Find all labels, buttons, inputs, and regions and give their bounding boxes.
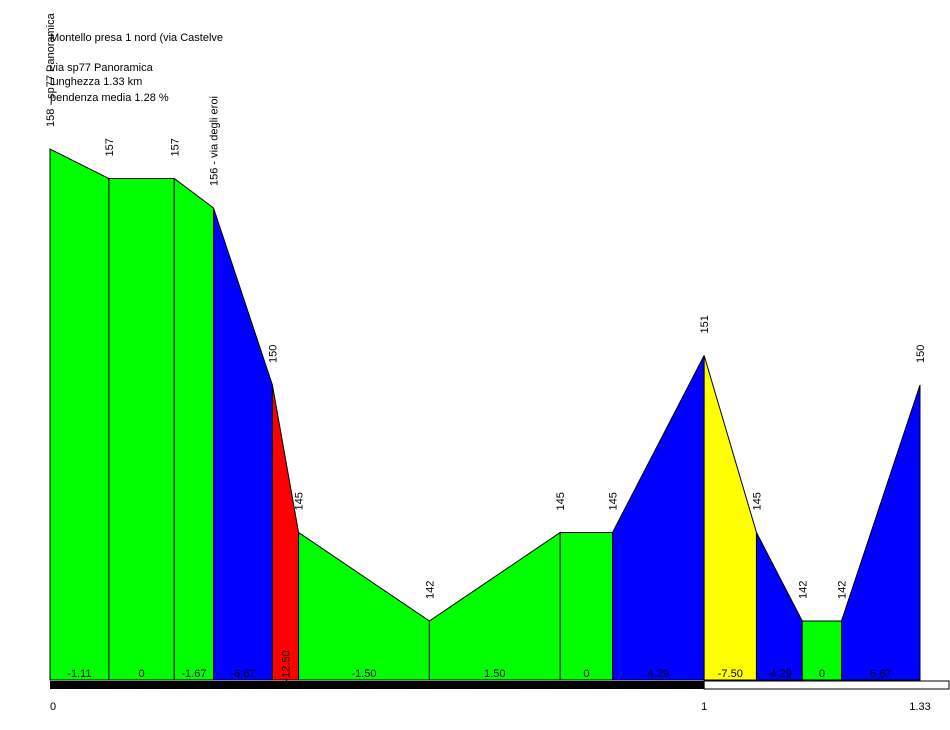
gradient-label-9: -7.50 [718, 668, 743, 680]
route-avg-gradient: pendenza media 1.28 % [50, 92, 169, 104]
segment-4 [271, 384, 300, 681]
gradient-label-1: 0 [139, 668, 145, 680]
segment-1 [108, 178, 175, 681]
segment-2 [173, 177, 215, 681]
gradient-label-7: 0 [583, 668, 589, 680]
point-label-1: 157 [104, 138, 116, 156]
gradient-label-12: 6.67 [870, 668, 891, 680]
gradient-label-0: -1.11 [67, 668, 91, 680]
point-label-5: 145 [294, 492, 306, 510]
gradient-label-8: 4.29 [648, 668, 669, 680]
gradient-label-11: 0 [819, 668, 825, 680]
segment-6 [428, 531, 561, 681]
segment-9 [703, 355, 757, 681]
gradient-label-3: -6.67 [230, 668, 255, 680]
point-label-11: 142 [797, 581, 809, 599]
segment-3 [213, 207, 273, 681]
point-label-4: 150 [267, 345, 279, 363]
point-label-0: 158 - sp77 Panoramica [45, 12, 57, 127]
point-label-2: 157 [169, 138, 181, 156]
distance-bar-empty [703, 680, 950, 690]
x-tick-label-0: 0 [50, 701, 56, 713]
route-via: via sp77 Panoramica [50, 62, 153, 74]
x-tick-label-2: 1.33 [909, 701, 930, 713]
segment-8 [612, 355, 705, 681]
gradient-label-5: -1.50 [351, 668, 376, 680]
point-label-10: 145 [751, 492, 763, 510]
segment-10 [755, 532, 803, 681]
x-tick-label-1: 1 [701, 701, 707, 713]
segment-7 [559, 532, 614, 681]
point-label-7: 145 [555, 492, 567, 510]
segment-5 [298, 531, 430, 681]
chart-title: Montello presa 1 nord (via Castelve [50, 32, 224, 44]
point-label-8: 145 [608, 492, 620, 510]
point-label-6: 142 [424, 581, 436, 599]
point-label-3: 156 - via degli eroi [209, 96, 221, 186]
gradient-label-6: 1.50 [484, 668, 505, 680]
point-label-12: 142 [837, 581, 849, 599]
gradient-label-2: -1.67 [181, 668, 206, 680]
point-label-13: 150 [915, 345, 927, 363]
route-length: lunghezza 1.33 km [50, 76, 143, 88]
distance-bar-filled [50, 681, 705, 689]
segment-0 [49, 148, 110, 681]
segment-12 [841, 384, 921, 681]
gradient-label-10: -4.29 [767, 668, 792, 680]
point-label-9: 151 [699, 315, 711, 333]
gradient-label-4: -12.50 [280, 650, 292, 681]
